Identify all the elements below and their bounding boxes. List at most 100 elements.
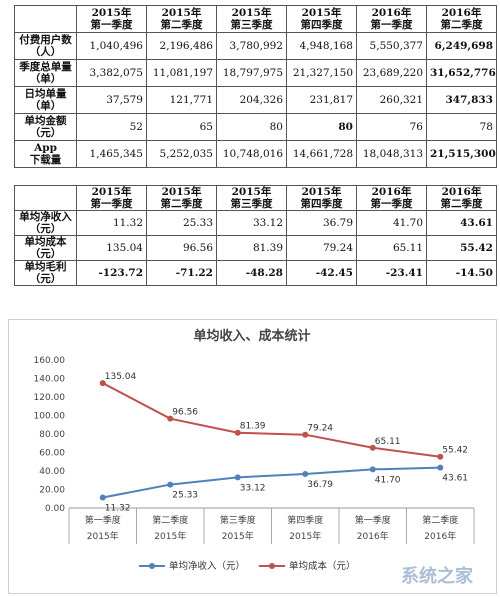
header-cell: 2016年 第二季度	[426, 185, 497, 211]
table-cell: 31,652,776	[426, 59, 497, 87]
data-point	[302, 470, 309, 477]
row-label: 日均单量 （单）	[14, 86, 77, 114]
row-label: 单均净收入 （元）	[14, 210, 77, 236]
data-label: 65.11	[375, 437, 401, 447]
table-cell: 204,326	[216, 86, 287, 114]
x-tick-label: 2016年	[424, 530, 456, 542]
data-label: 96.56	[172, 408, 198, 418]
table-row: 季度总单量 （单） 3,382,075 11,081,197 18,797,975…	[14, 59, 497, 87]
data-point	[369, 466, 376, 473]
table-cell: -14.50	[426, 260, 497, 286]
x-tick-label: 2015年	[87, 530, 119, 542]
table-cell: 41.70	[356, 210, 427, 236]
table-row: 付费用户数 （人） 1,040,496 2,196,486 3,780,992 4…	[14, 32, 497, 60]
table-cell: 80	[216, 113, 287, 141]
table-cell: 11,081,197	[146, 59, 217, 87]
header-cell: 2015年 第三季度	[216, 5, 287, 33]
table-header-row: 2015年 第一季度 2015年 第二季度 2015年 第三季度 2015年 第四季度 …	[14, 185, 497, 211]
legend-marker	[149, 563, 155, 569]
table-cell: -71.22	[146, 260, 217, 286]
table-cell: 3,382,075	[76, 59, 147, 87]
table-cell: 55.42	[426, 235, 497, 261]
data-point	[234, 429, 241, 436]
row-label: 单均金额 （元）	[14, 113, 77, 141]
x-tick-label: 第四季度	[287, 514, 323, 526]
header-cell: 2015年 第四季度	[286, 185, 357, 211]
watermark: 系统之家	[401, 565, 474, 587]
table-cell: -123.72	[76, 260, 147, 286]
table-cell: 5,252,035	[146, 140, 217, 168]
table-cell: 5,550,377	[356, 32, 427, 60]
y-tick-label: 100.00	[34, 412, 66, 422]
table-cell: 18,797,975	[216, 59, 287, 87]
header-cell: 2016年 第一季度	[356, 185, 427, 211]
x-tick-label: 第三季度	[220, 514, 256, 526]
data-point	[99, 494, 106, 501]
table-cell: 81.39	[216, 235, 287, 261]
data-label: 79.24	[307, 424, 333, 434]
table-cell: 1,040,496	[76, 32, 147, 60]
header-cell	[14, 185, 77, 211]
line-chart: 单均收入、成本统计 0.00 20.00 40.00 60.00 80.00 100.00…	[8, 319, 497, 594]
y-axis: 0.00 20.00 40.00 60.00 80.00 100.00 120.00 140.…	[34, 356, 66, 514]
data-label: 135.04	[105, 372, 137, 382]
table-cell: 4,948,168	[286, 32, 357, 60]
y-tick-label: 120.00	[34, 393, 66, 403]
table-cell: 10,748,016	[216, 140, 287, 168]
header-cell: 2015年 第二季度	[146, 185, 217, 211]
table-cell: 21,515,300	[426, 140, 497, 168]
table-cell: 37,579	[76, 86, 147, 114]
data-point	[437, 453, 444, 460]
table-cell: 347,833	[426, 86, 497, 114]
table-cell: 80	[286, 113, 357, 141]
y-tick-label: 40.00	[39, 467, 65, 477]
row-label: 季度总单量 （单）	[14, 59, 77, 87]
x-tick-label: 2015年	[222, 530, 254, 542]
series-line	[102, 382, 441, 458]
table-cell: 6,249,698	[426, 32, 497, 60]
header-cell: 2015年 第四季度	[286, 5, 357, 33]
table-row: 单均成本 （元） 135.04 96.56 81.39 79.24 65.11 5…	[14, 235, 497, 261]
header-cell: 2015年 第三季度	[216, 185, 287, 211]
row-label: 单均成本 （元）	[14, 235, 77, 261]
table-cell: 121,771	[146, 86, 217, 114]
user-metrics-table: 2015年 第一季度 2015年 第二季度 2015年 第三季度 2015年 第四季度 …	[14, 5, 497, 168]
table-cell: 11.32	[76, 210, 147, 236]
y-tick-label: 0.00	[45, 504, 65, 514]
chart-title: 单均收入、成本统计	[193, 328, 310, 344]
table-row: App 下载量 1,465,345 5,252,035 10,748,016 14…	[14, 140, 497, 168]
data-point	[167, 481, 174, 488]
table-cell: 25.33	[146, 210, 217, 236]
chart-canvas: 单均收入、成本统计 0.00 20.00 40.00 60.00 80.00 100.00…	[34, 328, 475, 587]
table-cell: 65.11	[356, 235, 427, 261]
table-cell: 21,327,150	[286, 59, 357, 87]
x-tick-label: 2016年	[357, 530, 389, 542]
y-tick-label: 60.00	[39, 449, 65, 459]
row-label: 付费用户数 （人）	[14, 32, 77, 60]
data-label: 36.79	[307, 480, 333, 490]
x-tick-label: 第二季度	[152, 514, 188, 526]
table-row: 单均净收入 （元） 11.32 25.33 33.12 36.79 41.70 4…	[14, 210, 497, 236]
data-label: 41.70	[375, 475, 401, 485]
data-label: 81.39	[240, 422, 266, 432]
legend-label: 单均净收入（元）	[169, 560, 245, 572]
table-cell: 78	[426, 113, 497, 141]
table-cell: 65	[146, 113, 217, 141]
data-point	[234, 474, 241, 481]
data-label: 33.12	[240, 483, 266, 493]
header-cell: 2016年 第二季度	[426, 5, 497, 33]
data-label: 43.61	[442, 474, 468, 484]
header-cell: 2016年 第一季度	[356, 5, 427, 33]
chart-legend: 单均净收入（元） 单均成本（元）	[139, 560, 356, 572]
x-tick-label: 2015年	[289, 530, 321, 542]
table-cell: -48.28	[216, 260, 287, 286]
table-cell: 1,465,345	[76, 140, 147, 168]
table-cell: 2,196,486	[146, 32, 217, 60]
y-tick-label: 140.00	[34, 375, 66, 385]
x-tick-label: 第二季度	[422, 514, 458, 526]
table-cell: 260,321	[356, 86, 427, 114]
table-cell: 79.24	[286, 235, 357, 261]
header-cell: 2015年 第二季度	[146, 5, 217, 33]
table-cell: 23,689,220	[356, 59, 427, 87]
table-cell: 43.61	[426, 210, 497, 236]
